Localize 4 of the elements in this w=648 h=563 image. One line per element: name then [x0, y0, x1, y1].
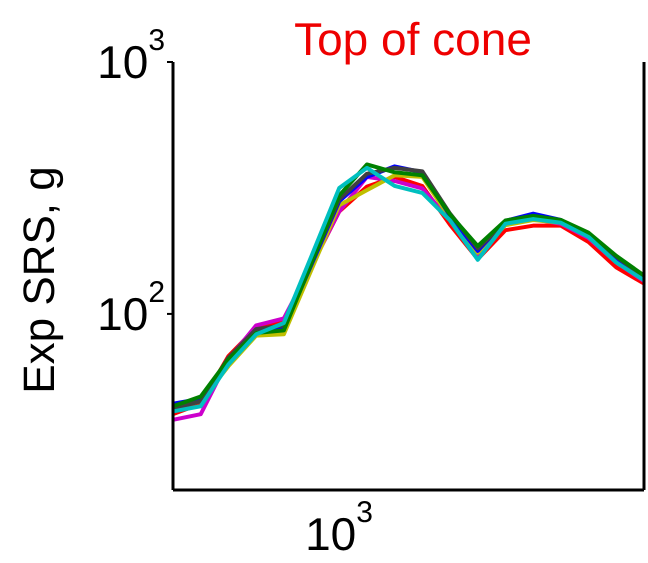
y-tick-label: 10$^{2}$ — [97, 275, 165, 340]
chart-title: Top of cone — [293, 12, 533, 66]
text: 10$^{3}$ — [305, 496, 373, 560]
y-axis-title: Exp SRS, g — [15, 166, 65, 394]
